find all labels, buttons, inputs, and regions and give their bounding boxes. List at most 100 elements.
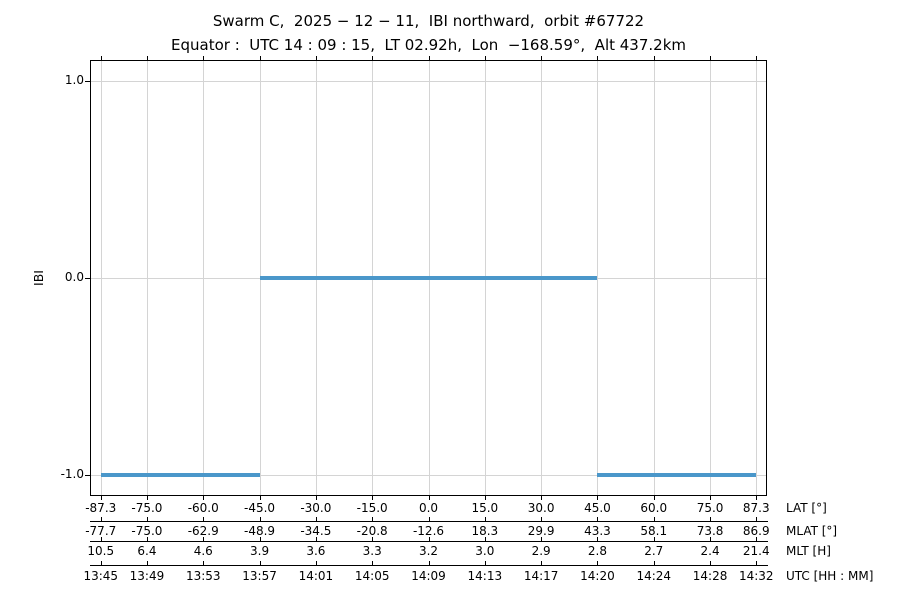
x-tick-mark-top — [146, 56, 148, 60]
axis-row-tick-mark — [315, 537, 317, 541]
axis-row-tick-mark — [259, 537, 261, 541]
chart-title: Swarm C, 2025 − 12 − 11, IBI northward, … — [212, 12, 645, 30]
x-tick-label: 4.6 — [193, 544, 213, 558]
axis-row-tick-mark — [146, 517, 148, 521]
chart-subtitle: Equator : UTC 14 : 09 : 15, LT 02.92h, L… — [171, 36, 686, 54]
x-tick-label: 14:13 — [467, 569, 503, 583]
x-tick-mark — [146, 496, 148, 500]
x-tick-label: 2.9 — [531, 544, 551, 558]
axis-row-tick-mark — [484, 537, 486, 541]
x-tick-label: 13:57 — [242, 569, 277, 583]
axis-row-tick-mark — [100, 561, 102, 565]
x-tick-mark — [653, 496, 655, 500]
axis-row-tick-mark — [100, 517, 102, 521]
x-tick-label: 13:49 — [129, 569, 165, 583]
axis-row-name: MLT [H] — [786, 544, 831, 558]
x-tick-label: 3.9 — [250, 544, 270, 558]
x-tick-mark-top — [372, 56, 374, 60]
axis-row-tick-mark — [203, 517, 205, 521]
x-tick-label: -34.5 — [300, 524, 332, 538]
x-tick-label: -12.6 — [412, 524, 445, 538]
axis-row-tick-mark — [653, 537, 655, 541]
x-tick-mark — [203, 496, 205, 500]
axis-row-tick-mark — [146, 561, 148, 565]
x-tick-label: 3.6 — [306, 544, 326, 558]
x-tick-mark — [541, 496, 543, 500]
x-tick-label: 29.9 — [527, 524, 555, 538]
x-tick-label: -77.7 — [85, 524, 117, 538]
axis-row-tick-mark — [259, 517, 261, 521]
plot-area — [90, 60, 767, 496]
axis-row-tick-mark — [315, 561, 317, 565]
x-tick-mark-top — [203, 56, 205, 60]
x-tick-label: -62.9 — [187, 524, 219, 538]
axis-row-tick-mark — [597, 561, 599, 565]
x-tick-label: 14:05 — [354, 569, 390, 583]
x-tick-mark — [597, 496, 599, 500]
ibi-line-segment — [259, 276, 598, 280]
x-tick-label: -87.3 — [85, 501, 117, 515]
x-tick-mark-top — [756, 56, 758, 60]
x-tick-mark-top — [100, 56, 102, 60]
y-tick-mark — [85, 80, 90, 82]
x-tick-mark-top — [484, 56, 486, 60]
axis-row-tick-mark — [315, 517, 317, 521]
x-tick-mark — [259, 496, 261, 500]
axis-row-rule — [90, 541, 768, 542]
x-tick-label: -75.0 — [131, 524, 163, 538]
x-tick-label: -60.0 — [187, 501, 219, 515]
axis-row-name: LAT [°] — [786, 501, 827, 515]
axis-row-tick-mark — [653, 561, 655, 565]
x-tick-label: -48.9 — [244, 524, 276, 538]
x-tick-label: 14:28 — [692, 569, 728, 583]
x-tick-label: 14:20 — [580, 569, 615, 583]
axis-row-tick-mark — [484, 561, 486, 565]
axis-row-name: MLAT [°] — [786, 524, 838, 538]
x-tick-label: -30.0 — [300, 501, 332, 515]
axis-row-tick-mark — [756, 517, 758, 521]
y-tick-mark — [85, 475, 90, 477]
x-tick-label: 6.4 — [137, 544, 157, 558]
axis-row-tick-mark — [597, 517, 599, 521]
x-tick-label: 86.9 — [742, 524, 770, 538]
x-tick-label: -75.0 — [131, 501, 163, 515]
y-tick-mark — [85, 278, 90, 279]
x-tick-label: 0.0 — [418, 501, 439, 515]
y-tick-label: -1.0 — [60, 467, 84, 482]
x-tick-mark-top — [315, 56, 317, 60]
x-tick-label: 13:53 — [185, 569, 221, 583]
x-tick-label: 73.8 — [696, 524, 724, 538]
axis-row-tick-mark — [756, 561, 758, 565]
x-tick-label: 14:09 — [411, 569, 446, 583]
x-tick-mark-top — [710, 56, 712, 60]
axis-row-tick-mark — [756, 537, 758, 541]
axis-row-tick-mark — [428, 537, 430, 541]
axis-row-tick-mark — [597, 537, 599, 541]
x-tick-label: 3.2 — [418, 544, 439, 558]
axis-row-tick-mark — [541, 537, 543, 541]
x-tick-label: 30.0 — [527, 501, 555, 515]
y-tick-label: 0.0 — [64, 270, 84, 284]
axis-row-tick-mark — [372, 537, 374, 541]
x-tick-label: 14:17 — [523, 569, 559, 583]
x-tick-label: 10.5 — [87, 544, 115, 558]
axis-row-tick-mark — [428, 517, 430, 521]
x-tick-label: 3.0 — [475, 544, 495, 558]
y-gridline — [91, 80, 766, 82]
axis-row-rule — [90, 565, 768, 566]
axis-row-rule — [90, 521, 768, 522]
x-tick-label: 43.3 — [584, 524, 611, 538]
axis-row-tick-mark — [100, 537, 102, 541]
x-tick-label: 14:01 — [298, 569, 334, 583]
x-tick-label: 18.3 — [471, 524, 499, 538]
x-tick-label: 45.0 — [584, 501, 611, 515]
x-tick-mark — [710, 496, 712, 500]
x-tick-label: 2.7 — [644, 544, 664, 558]
x-tick-mark — [100, 496, 102, 500]
x-tick-mark — [372, 496, 374, 500]
ibi-line-segment — [100, 473, 260, 478]
axis-row-tick-mark — [428, 561, 430, 565]
axis-row-tick-mark — [710, 561, 712, 565]
x-tick-mark — [484, 496, 486, 500]
